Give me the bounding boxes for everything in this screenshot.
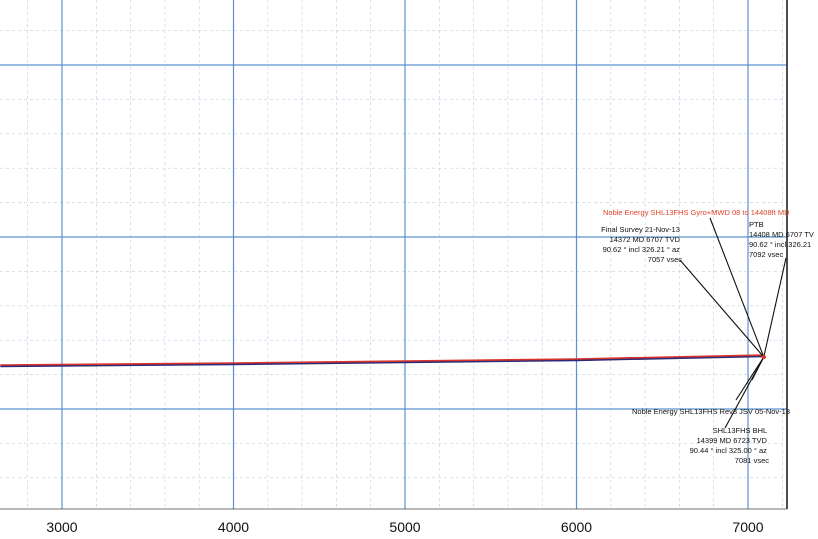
callout-layer [679, 217, 787, 429]
x-tick-label: 5000 [389, 519, 420, 535]
annotation-bhl-line: 14399 MD 6723 TVD [697, 436, 768, 445]
callout-leader-line [724, 356, 765, 429]
callout-leader-line [679, 259, 765, 358]
series-line [0, 354, 764, 368]
annotation-gyro-mwd: Noble Energy SHL13FHS Gyro+MWD 08 to 144… [603, 208, 790, 217]
x-tick-label: 6000 [561, 519, 592, 535]
x-tick-label: 3000 [46, 519, 77, 535]
annotation-ptb: PTB 14408 MD 6707 TV 90.62 ° incl 326.21… [749, 220, 816, 259]
callout-leader-line [709, 217, 765, 358]
x-tick-label: 4000 [218, 519, 249, 535]
annotation-bhl-line: SHL13FHS BHL [713, 426, 767, 435]
annotation-ptb-line: PTB [749, 220, 764, 229]
annotation-ptb-line: 90.62 ° incl 326.21 [749, 240, 811, 249]
annotation-final-survey-line: Final Survey 21-Nov-13 [601, 225, 680, 234]
annotation-final-survey-line: 7057 vsec [648, 255, 682, 264]
minor-grid [0, 0, 787, 509]
annotation-rev3-plan: Noble Energy SHL13FHS Rev3 JSV 05-Nov-13 [632, 407, 790, 416]
annotation-final-survey: Final Survey 21-Nov-13 14372 MD 6707 TVD… [601, 225, 682, 264]
annotation-final-survey-line: 90.62 ° incl 326.21 ° az [603, 245, 681, 254]
series-line [0, 354, 764, 366]
annotation-bhl-line: 90.44 ° incl 325.00 ° az [690, 446, 768, 455]
annotation-ptb-line: 7092 vsec [749, 250, 783, 259]
x-tick-label: 7000 [732, 519, 763, 535]
major-grid [0, 0, 787, 509]
annotation-bhl: SHL13FHS BHL 14399 MD 6723 TVD 90.44 ° i… [690, 426, 770, 465]
target-point-marker [761, 354, 766, 360]
series-layer [0, 354, 764, 368]
annotation-final-survey-line: 14372 MD 6707 TVD [610, 235, 681, 244]
callout-leader-line [763, 257, 787, 358]
annotation-bhl-line: 7081 vsec [735, 456, 769, 465]
x-tick-labels: 3000 4000 5000 6000 7000 [46, 519, 763, 535]
annotation-ptb-line: 14408 MD 6707 TV [749, 230, 814, 239]
callout-leader-line [735, 356, 765, 401]
